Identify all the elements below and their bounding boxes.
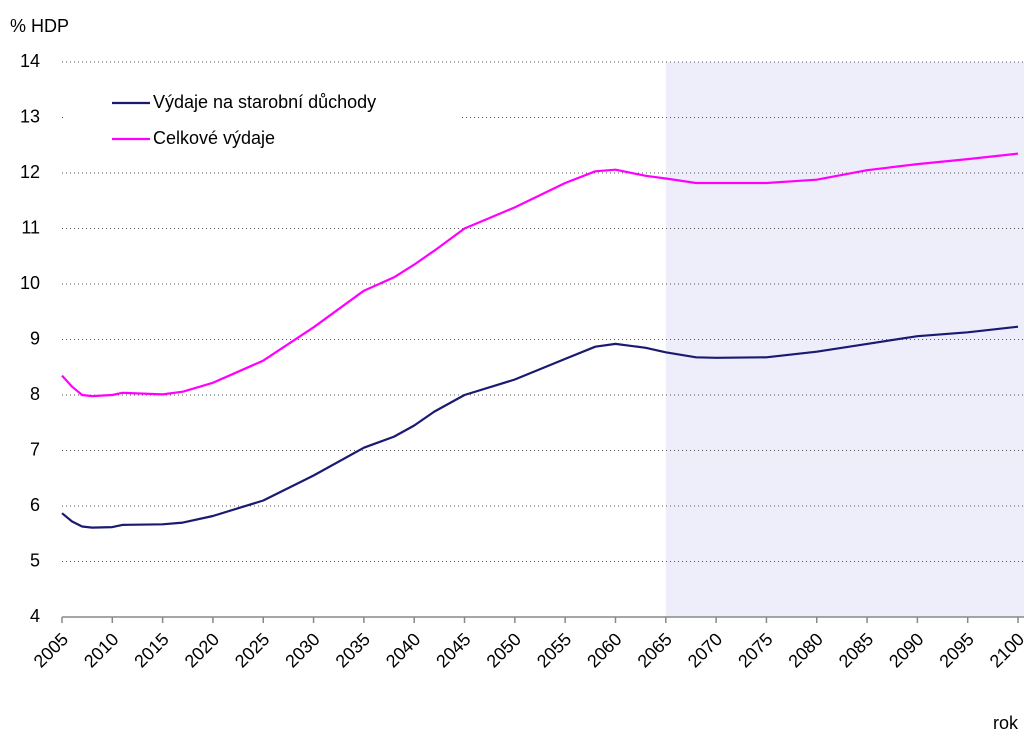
x-tick-label: 2065	[634, 629, 676, 671]
legend-label: Celkové výdaje	[153, 128, 275, 148]
x-tick-label: 2095	[935, 629, 977, 671]
x-tick-label: 2035	[332, 629, 374, 671]
y-tick-label: 9	[30, 328, 40, 348]
y-axis-label: % HDP	[10, 16, 69, 36]
x-tick-label: 2050	[483, 629, 525, 671]
x-tick-label: 2085	[835, 629, 877, 671]
x-tick-label: 2020	[181, 629, 223, 671]
x-tick-label: 2025	[231, 629, 273, 671]
y-tick-label: 13	[20, 106, 40, 126]
x-tick-label: 2075	[734, 629, 776, 671]
y-tick-label: 5	[30, 550, 40, 570]
x-tick-label: 2045	[432, 629, 474, 671]
x-tick-label: 2060	[583, 629, 625, 671]
x-tick-label: 2015	[130, 629, 172, 671]
x-tick-label: 2100	[986, 629, 1024, 671]
y-tick-label: 14	[20, 51, 40, 71]
x-tick-label: 2070	[684, 629, 726, 671]
x-tick-label: 2030	[281, 629, 323, 671]
y-tick-label: 8	[30, 384, 40, 404]
x-axis-label: rok	[993, 713, 1019, 733]
y-tick-label: 10	[20, 273, 40, 293]
forecast-region	[665, 62, 1024, 617]
x-tick-label: 2080	[784, 629, 826, 671]
y-tick-label: 7	[30, 439, 40, 459]
y-tick-label: 4	[30, 606, 40, 626]
series-line	[61, 152, 1019, 398]
y-tick-label: 6	[30, 495, 40, 515]
legend-label: Výdaje na starobní důchody	[153, 92, 376, 112]
x-tick-label: 2005	[30, 629, 72, 671]
y-tick-label: 11	[21, 217, 40, 237]
x-tick-label: 2010	[80, 629, 122, 671]
x-tick-label: 2090	[885, 629, 927, 671]
x-tick-label: 2055	[533, 629, 575, 671]
y-tick-label: 12	[20, 162, 40, 182]
series-line	[61, 325, 1019, 529]
legend-background	[64, 83, 460, 161]
x-tick-label: 2040	[382, 629, 424, 671]
